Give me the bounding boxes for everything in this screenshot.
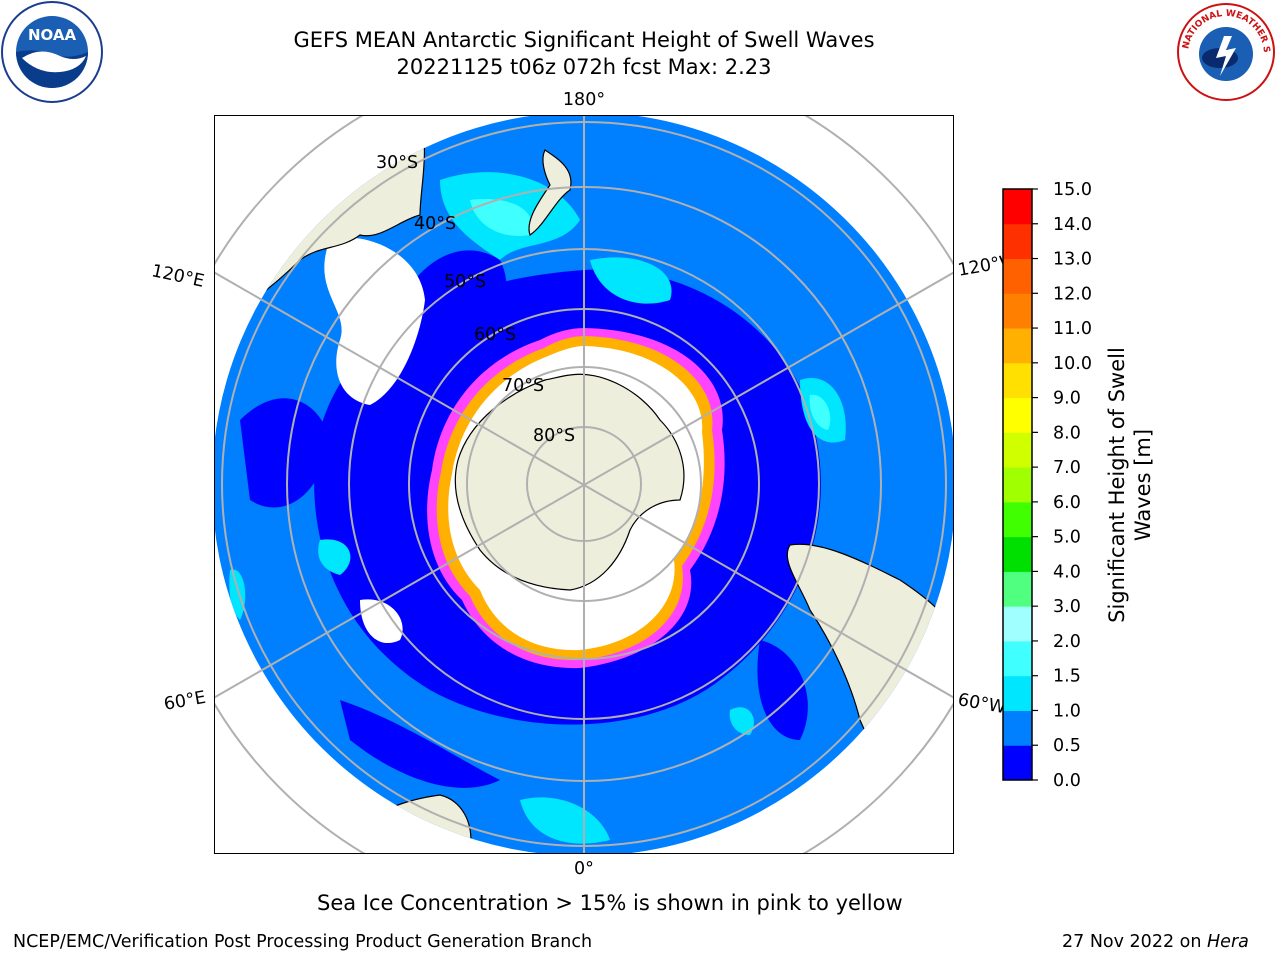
lat-label-40s: 40°S <box>414 214 456 234</box>
colorbar-swatch <box>1003 640 1032 677</box>
colorbar-tick-label: 1.5 <box>1053 667 1081 687</box>
colorbar-swatch <box>1003 467 1032 503</box>
colorbar-tick-label: 8.0 <box>1053 423 1081 443</box>
colorbar-tick-label: 3.0 <box>1053 597 1081 617</box>
colorbar-swatch <box>1003 675 1032 711</box>
lon-label-60w: 60°W <box>956 690 1007 718</box>
colorbar-tick-label: 13.0 <box>1053 250 1092 270</box>
colorbar-swatch <box>1003 362 1032 399</box>
graticule <box>214 115 954 854</box>
colorbar-tick-label: 0.5 <box>1053 736 1081 756</box>
colorbar-swatch <box>1003 397 1032 433</box>
lon-label-120e: 120°E <box>150 261 206 292</box>
new-zealand-land <box>528 149 572 236</box>
colorbar-tick-label: 5.0 <box>1053 528 1081 548</box>
footer-machine: Hera <box>1207 932 1249 952</box>
colorbar-swatch <box>1003 189 1032 225</box>
lat-label-80s: 80°S <box>533 426 575 446</box>
colorbar-tick-label: 9.0 <box>1053 389 1081 409</box>
noaa-logo-icon: NOAA <box>1 1 103 103</box>
colorbar-tick-label: 12.0 <box>1053 284 1092 304</box>
colorbar-tick-label: 1.0 <box>1053 701 1081 721</box>
lat-label-60s: 60°S <box>474 325 516 345</box>
colorbar-frame <box>1002 188 1033 781</box>
colorbar-tick-label: 15.0 <box>1053 180 1092 200</box>
chart-title-line2: 20221125 t06z 072h fcst Max: 2.23 <box>396 55 772 79</box>
colorbar-tick-label: 0.0 <box>1053 771 1081 791</box>
colorbar-swatch <box>1003 571 1032 607</box>
colorbar-label-line2: Waves [m] <box>1131 429 1155 541</box>
colorbar-swatch <box>1003 258 1032 294</box>
colorbar-tick-label: 14.0 <box>1053 215 1092 235</box>
sea-ice-caption: Sea Ice Concentration > 15% is shown in … <box>317 891 903 915</box>
colorbar-tick-label: 7.0 <box>1053 458 1081 478</box>
missing-data-patches <box>324 237 425 644</box>
lon-label-0: 0° <box>574 859 594 879</box>
map-panel <box>214 115 954 854</box>
colorbar-swatch <box>1003 223 1032 260</box>
lat-label-30s: 30°S <box>376 153 418 173</box>
colorbar-tick-label: 10.0 <box>1053 354 1092 374</box>
lon-label-180: 180° <box>563 90 605 110</box>
colorbar-swatch <box>1003 606 1032 642</box>
colorbar-swatch <box>1003 293 1032 329</box>
lon-label-60e: 60°E <box>162 688 207 715</box>
colorbar-swatch <box>1003 432 1032 468</box>
noaa-logo-text: NOAA <box>28 26 77 44</box>
colorbar: 0.0 0.5 1.0 1.5 2.0 3.0 4.0 5.0 6.0 7.0 8.0 9.0 10.0… <box>1002 180 1092 791</box>
colorbar-tick-label: 11.0 <box>1053 319 1092 339</box>
footer-date: 27 Nov 2022 on Hera <box>1062 932 1249 952</box>
colorbar-tick-label: 6.0 <box>1053 493 1081 513</box>
colorbar-swatch <box>1003 501 1032 538</box>
colorbar-label-line1: Significant Height of Swell <box>1105 347 1129 623</box>
lat-label-50s: 50°S <box>444 272 486 292</box>
lat-label-70s: 70°S <box>502 376 544 396</box>
colorbar-tick-label: 4.0 <box>1053 562 1081 582</box>
footer-date-text: 27 Nov 2022 on <box>1062 932 1208 952</box>
colorbar-swatch <box>1003 710 1032 746</box>
colorbar-swatch <box>1003 745 1032 781</box>
nws-logo-icon: NATIONAL WEATHER SERVICE <box>1174 0 1275 101</box>
colorbar-tick-label: 2.0 <box>1053 632 1081 652</box>
colorbar-swatch <box>1003 328 1032 364</box>
chart-title-line1: GEFS MEAN Antarctic Significant Height o… <box>293 28 875 52</box>
colorbar-swatch <box>1003 536 1032 572</box>
footer-credit: NCEP/EMC/Verification Post Processing Pr… <box>13 932 593 952</box>
